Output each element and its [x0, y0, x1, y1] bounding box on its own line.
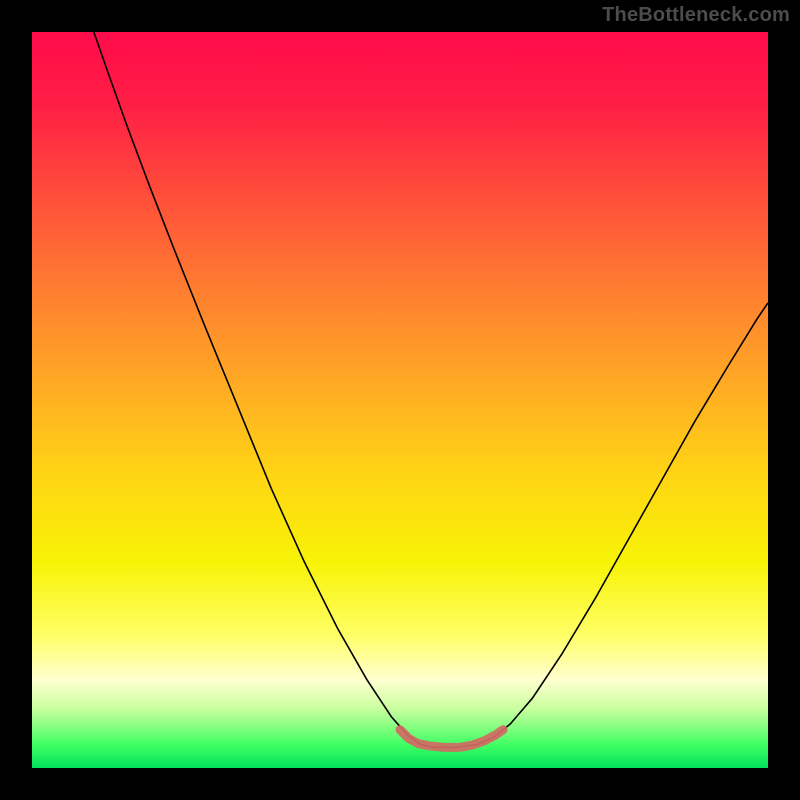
- plot-area: [32, 32, 768, 768]
- chart-container: TheBottleneck.com: [0, 0, 800, 800]
- watermark-label: TheBottleneck.com: [602, 4, 790, 27]
- plot-background: [32, 32, 768, 768]
- bottleneck-chart: [0, 0, 800, 800]
